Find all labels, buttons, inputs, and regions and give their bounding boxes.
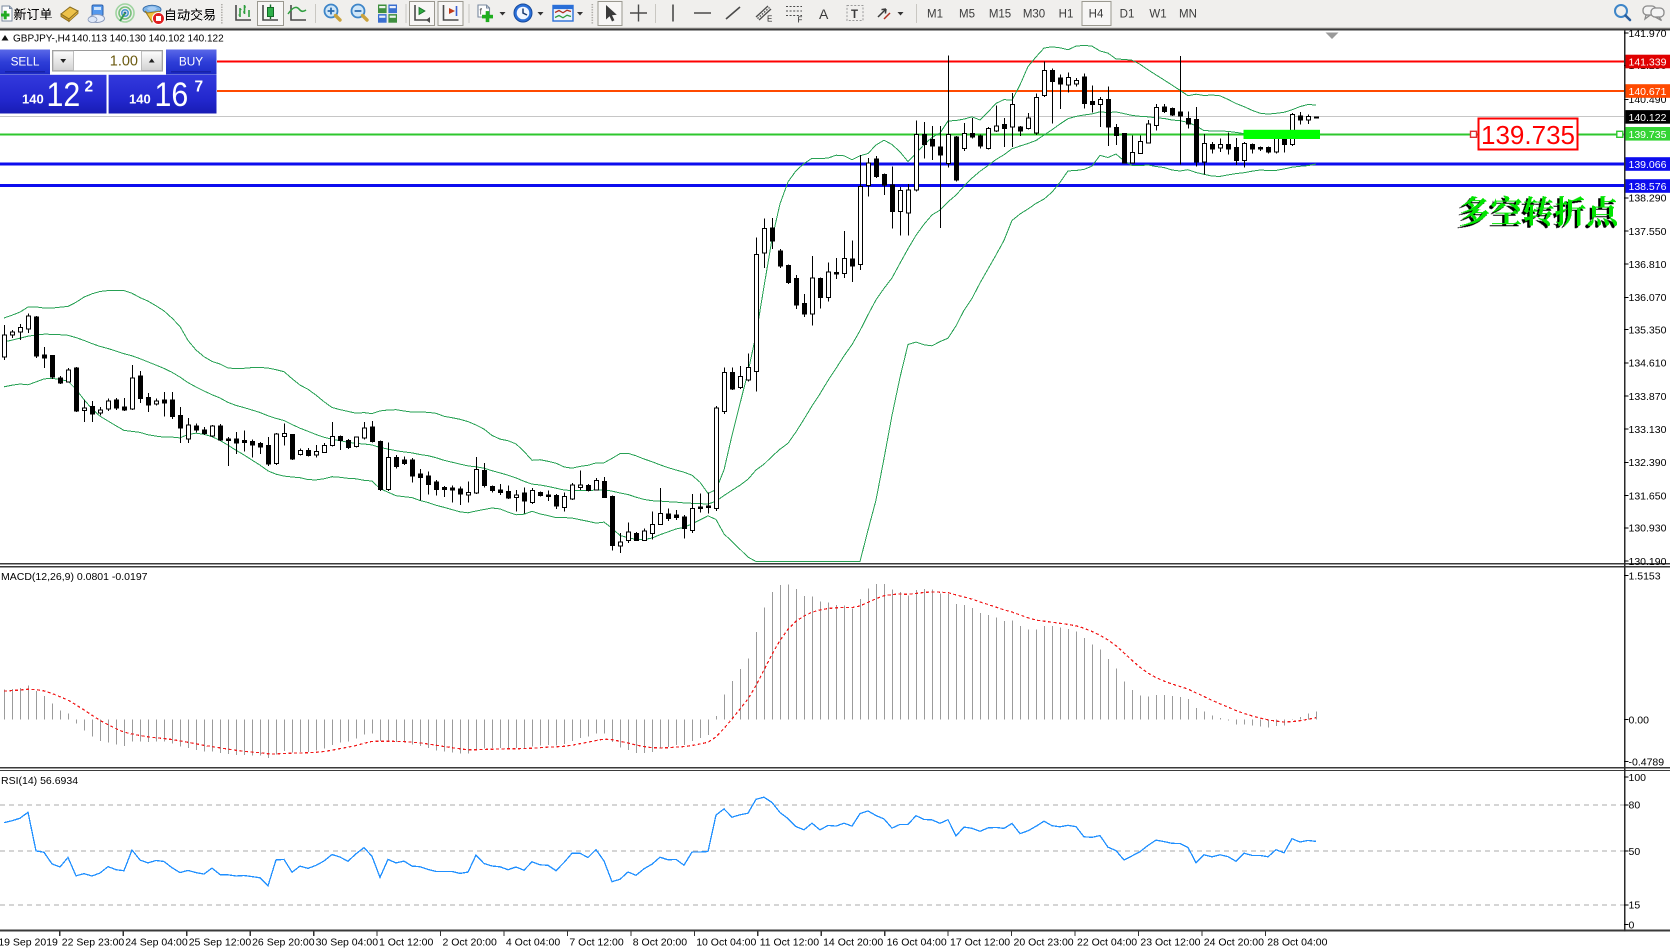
svg-text:135.350: 135.350 [1629, 324, 1667, 336]
svg-text:138.290: 138.290 [1629, 193, 1667, 205]
svg-text:23 Oct 12:00: 23 Oct 12:00 [1140, 937, 1200, 949]
svg-text:MACD(12,26,9) 0.0801 -0.0197: MACD(12,26,9) 0.0801 -0.0197 [1, 571, 148, 583]
svg-text:26 Sep 20:00: 26 Sep 20:00 [252, 937, 315, 949]
svg-text:137.550: 137.550 [1629, 226, 1667, 238]
svg-text:25 Sep 12:00: 25 Sep 12:00 [189, 937, 252, 949]
svg-text:141.970: 141.970 [1629, 28, 1667, 40]
svg-text:140.113 140.130 140.102 140.12: 140.113 140.130 140.102 140.122 [72, 34, 225, 45]
svg-text:130.190: 130.190 [1629, 556, 1667, 568]
svg-text:10 Oct 04:00: 10 Oct 04:00 [696, 937, 756, 949]
svg-text:130.930: 130.930 [1629, 523, 1667, 535]
svg-text:W1: W1 [1149, 9, 1166, 21]
svg-text:F: F [798, 16, 803, 25]
svg-text:138.576: 138.576 [1629, 181, 1667, 193]
svg-text:M15: M15 [989, 9, 1011, 21]
svg-text:f: f [480, 7, 483, 17]
svg-text:T: T [851, 9, 858, 21]
svg-text:MN: MN [1179, 9, 1197, 21]
svg-text:139.735: 139.735 [1629, 129, 1667, 141]
svg-text:16: 16 [155, 75, 189, 113]
svg-text:8 Oct 20:00: 8 Oct 20:00 [633, 937, 687, 949]
svg-text:1 Oct 12:00: 1 Oct 12:00 [379, 937, 433, 949]
svg-text:1.5153: 1.5153 [1629, 570, 1661, 582]
svg-text:140.122: 140.122 [1629, 112, 1667, 124]
svg-text:136.810: 136.810 [1629, 259, 1667, 271]
svg-text:H4: H4 [1089, 9, 1104, 21]
svg-text:132.390: 132.390 [1629, 457, 1667, 469]
svg-text:H1: H1 [1059, 9, 1074, 21]
svg-text:15: 15 [1629, 900, 1641, 912]
svg-text:134.610: 134.610 [1629, 358, 1667, 370]
svg-text:BUY: BUY [179, 55, 203, 69]
svg-text:E: E [767, 15, 772, 24]
svg-text:D1: D1 [1120, 9, 1135, 21]
svg-text:139.735: 139.735 [1481, 120, 1575, 150]
svg-text:136.070: 136.070 [1629, 292, 1667, 304]
svg-text:SELL: SELL [11, 55, 40, 69]
svg-text:7 Oct 12:00: 7 Oct 12:00 [569, 937, 623, 949]
svg-text:100: 100 [1629, 772, 1647, 784]
svg-text:30 Sep 04:00: 30 Sep 04:00 [316, 937, 379, 949]
svg-text:20 Oct 23:00: 20 Oct 23:00 [1014, 937, 1074, 949]
svg-text:22 Sep 23:00: 22 Sep 23:00 [62, 937, 125, 949]
svg-text:133.130: 133.130 [1629, 424, 1667, 436]
svg-text:4 Oct 04:00: 4 Oct 04:00 [506, 937, 560, 949]
svg-text:141.339: 141.339 [1629, 57, 1667, 69]
svg-text:16 Oct 04:00: 16 Oct 04:00 [887, 937, 947, 949]
svg-text:11 Oct 12:00: 11 Oct 12:00 [760, 937, 820, 949]
svg-text:140: 140 [129, 92, 151, 107]
svg-text:0: 0 [1629, 919, 1635, 931]
svg-text:M1: M1 [927, 9, 943, 21]
svg-text:24 Oct 20:00: 24 Oct 20:00 [1204, 937, 1264, 949]
svg-text:131.650: 131.650 [1629, 490, 1667, 502]
svg-text:139.066: 139.066 [1629, 159, 1667, 171]
svg-text:-0.4789: -0.4789 [1629, 756, 1665, 768]
svg-text:19 Sep 2019: 19 Sep 2019 [0, 937, 58, 949]
svg-text:140.671: 140.671 [1629, 86, 1667, 98]
svg-text:28 Oct 04:00: 28 Oct 04:00 [1267, 937, 1327, 949]
svg-text:2: 2 [85, 79, 94, 96]
svg-text:133.870: 133.870 [1629, 391, 1667, 403]
svg-text:M5: M5 [959, 9, 975, 21]
svg-text:7: 7 [195, 79, 204, 96]
svg-text:A: A [819, 6, 829, 22]
svg-text:0.00: 0.00 [1629, 714, 1650, 726]
svg-text:50: 50 [1629, 846, 1641, 858]
svg-text:M30: M30 [1023, 9, 1045, 21]
svg-text:14 Oct 20:00: 14 Oct 20:00 [823, 937, 883, 949]
svg-text:80: 80 [1629, 800, 1641, 812]
svg-text:2 Oct 20:00: 2 Oct 20:00 [443, 937, 497, 949]
svg-text:GBPJPY-,H4: GBPJPY-,H4 [13, 34, 71, 45]
svg-text:12: 12 [47, 75, 81, 113]
svg-text:RSI(14) 56.6934: RSI(14) 56.6934 [1, 775, 78, 787]
svg-text:17 Oct 12:00: 17 Oct 12:00 [950, 937, 1010, 949]
svg-text:22 Oct 04:00: 22 Oct 04:00 [1077, 937, 1137, 949]
svg-text:140: 140 [22, 92, 44, 107]
svg-text:1.00: 1.00 [110, 54, 138, 70]
svg-text:24 Sep 04:00: 24 Sep 04:00 [125, 937, 188, 949]
